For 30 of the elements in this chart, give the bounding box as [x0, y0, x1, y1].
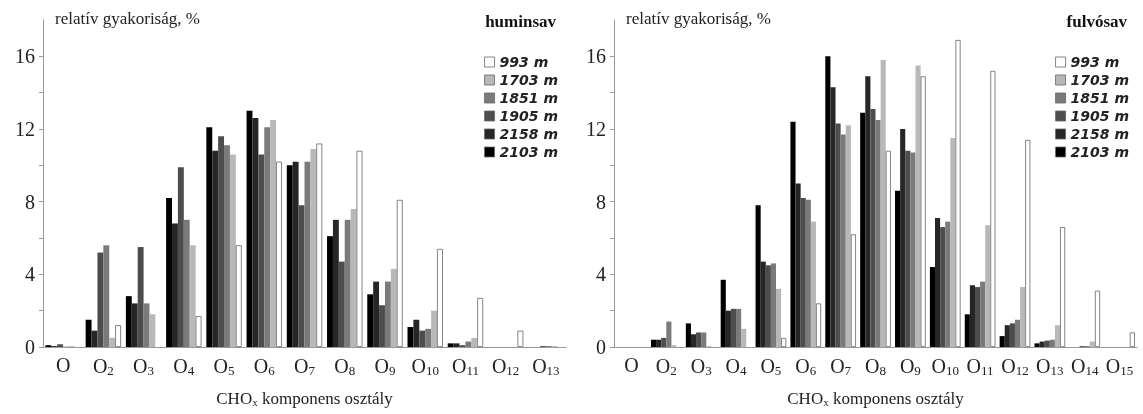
legend-label: 1851 m	[1070, 90, 1130, 106]
chart-title: fulvósav	[1066, 12, 1128, 31]
legend-label: 1905 m	[1070, 108, 1130, 124]
y-axis-title: relatív gyakoriság, %	[55, 9, 200, 28]
legend-label: 2103 m	[1070, 144, 1130, 160]
legend-label: 1703 m	[499, 72, 559, 88]
y-tick-label: 4	[596, 263, 606, 286]
legend-label: 2158 m	[499, 126, 559, 142]
x-axis-title: CHOx komponens osztály	[216, 388, 394, 409]
y-tick-label: 12	[586, 118, 606, 140]
y-axis-title: relatív gyakoriság, %	[626, 9, 771, 28]
x-tick-label: O	[55, 354, 71, 376]
legend-label: 993 m	[499, 54, 549, 70]
y-tick-label: 8	[25, 190, 35, 213]
y-tick-label: 16	[586, 45, 606, 68]
y-tick-label: 0	[25, 336, 35, 358]
y-tick-label: 8	[596, 190, 606, 213]
y-tick-label: 0	[596, 336, 606, 358]
y-tick-label: 12	[15, 118, 35, 140]
x-axis-title: CHOx komponens osztály	[787, 388, 965, 409]
legend-label: 1851 m	[499, 90, 559, 106]
y-tick-label: 4	[25, 263, 35, 286]
x-tick-label: O	[624, 354, 639, 376]
legend-label: 1905 m	[499, 108, 559, 124]
legend-label: 993 m	[1070, 54, 1120, 70]
legend-label: 1703 m	[1070, 72, 1130, 88]
chart-title: huminsav	[485, 12, 557, 31]
legend-label: 2158 m	[1070, 126, 1130, 142]
legend-label: 2103 m	[499, 144, 559, 160]
y-tick-label: 16	[15, 45, 35, 68]
